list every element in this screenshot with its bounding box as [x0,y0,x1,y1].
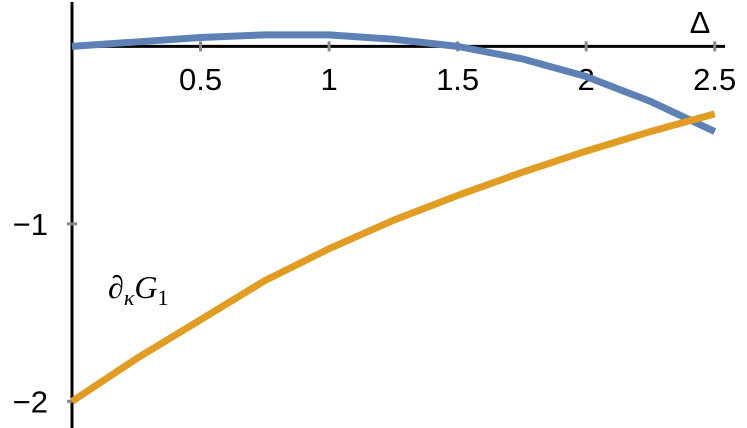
y-tick-label: −1 [13,207,48,242]
x-axis-label: Δ [690,5,711,40]
annotation: ∂κG1 [108,269,168,310]
series-line [70,110,716,405]
y-tick-label: −2 [13,384,48,419]
annotation-part: 1 [157,285,168,310]
annotation-part: G [134,269,157,305]
x-tick-label: 0.5 [179,62,222,97]
x-tick-label: 2.5 [693,62,736,97]
annotation-part: ∂ [108,269,124,305]
series-line [71,31,717,135]
x-tick-label: 1 [320,62,337,97]
x-tick-label: 1.5 [436,62,479,97]
annotation-part: κ [124,285,135,310]
